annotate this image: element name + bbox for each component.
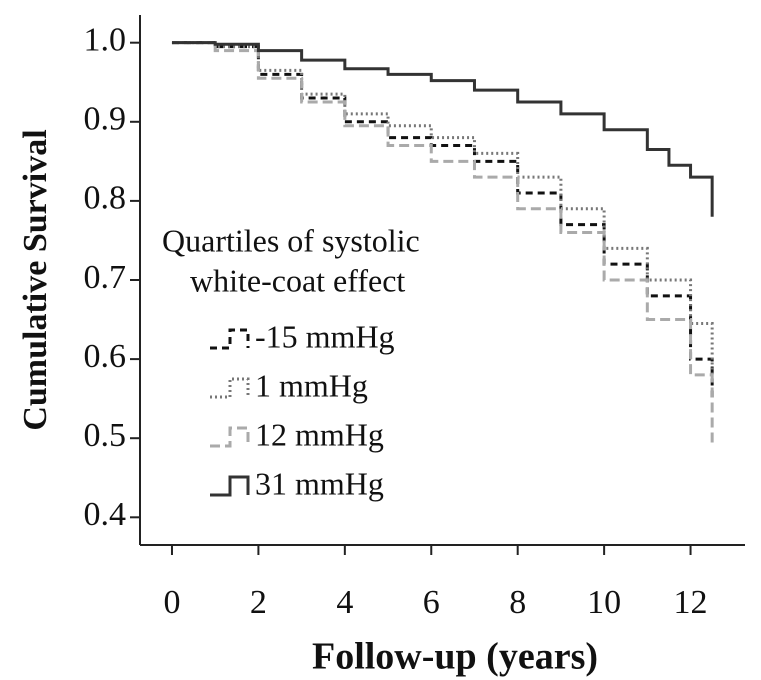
survival-line <box>171 41 714 375</box>
survival-line <box>171 41 714 399</box>
survival-line <box>171 41 714 217</box>
y-tick-label: 0.5 <box>84 417 127 454</box>
legend-swatch <box>210 426 250 448</box>
legend-label: 31 mmHg <box>255 465 384 501</box>
y-axis-label: Cumulative Survival <box>17 129 54 430</box>
y-tick-label: 0.8 <box>84 180 127 217</box>
y-tick-label: 0.6 <box>84 338 127 375</box>
legend-title: Quartiles of systolic <box>162 222 420 258</box>
legend-swatch <box>210 377 250 399</box>
x-tick-label: 12 <box>674 584 708 621</box>
y-tick-label: 1.0 <box>84 21 127 58</box>
legend-label: 12 mmHg <box>255 416 384 452</box>
x-axis-label: Follow-up (years) <box>312 636 598 678</box>
legend-label: 1 mmHg <box>255 367 368 403</box>
x-tick-label: 2 <box>250 584 267 621</box>
survival-line <box>171 41 714 447</box>
y-tick-label: 0.9 <box>84 101 127 138</box>
x-tick-label: 4 <box>336 584 353 621</box>
x-tick-label: 0 <box>163 584 180 621</box>
legend-swatch <box>210 328 250 350</box>
x-tick-label: 10 <box>587 584 621 621</box>
legend-label: -15 mmHg <box>255 318 395 354</box>
y-tick-label: 0.4 <box>84 496 127 533</box>
legend-title: white-coat effect <box>190 262 405 298</box>
x-tick-label: 8 <box>509 584 526 621</box>
x-tick-label: 6 <box>423 584 440 621</box>
legend-swatch <box>210 475 250 497</box>
y-tick-label: 0.7 <box>84 259 127 296</box>
